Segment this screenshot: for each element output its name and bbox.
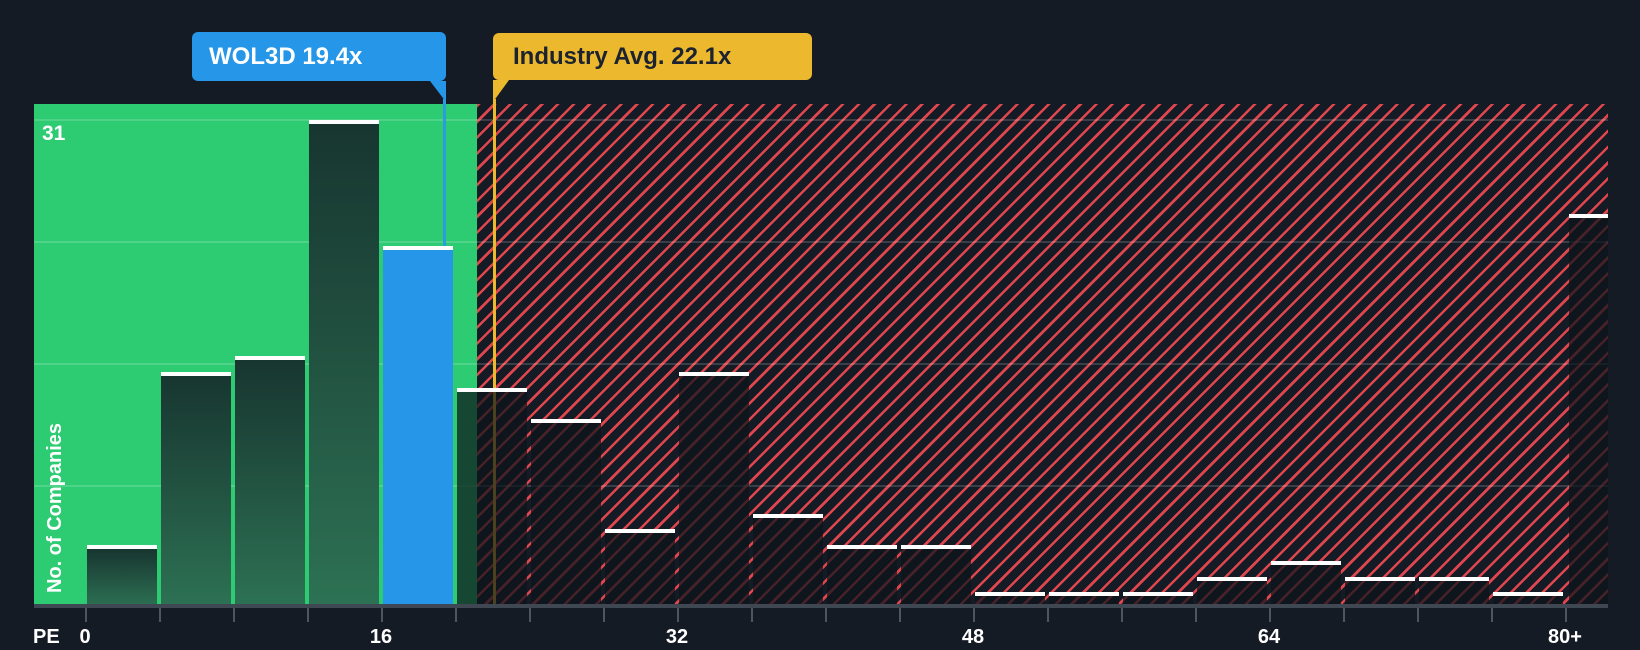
histogram-bar [1419, 576, 1489, 608]
x-axis-tick [529, 608, 531, 622]
y-max-label: 31 [42, 122, 66, 145]
x-axis-tick [603, 608, 605, 622]
histogram-bar [235, 356, 305, 608]
x-axis-tick [1121, 608, 1123, 622]
histogram-bar [1197, 576, 1267, 608]
histogram-bar [457, 387, 527, 608]
x-axis-tick [1047, 608, 1049, 622]
histogram-bar [87, 545, 157, 608]
histogram-bar [1271, 560, 1341, 608]
x-axis-tick [381, 608, 383, 622]
y-axis-title: No. of Companies [44, 422, 66, 593]
histogram-bar [901, 545, 971, 608]
x-axis-tick [677, 608, 679, 622]
x-tick-label: 64 [1257, 626, 1281, 648]
company-histogram-bar [383, 245, 453, 608]
x-axis-tick [973, 608, 975, 622]
gridline [34, 241, 1608, 243]
x-axis-tick [233, 608, 235, 622]
x-axis-tick [455, 608, 457, 622]
x-tick-label: 16 [369, 626, 393, 648]
histogram-bar [679, 371, 749, 608]
x-axis-tick [85, 608, 87, 622]
gridline [34, 485, 1608, 487]
company-marker-line [443, 99, 446, 246]
x-axis-tick [1565, 608, 1567, 622]
histogram-bar [1569, 214, 1608, 608]
overvalued-zone-hatch [477, 104, 1608, 608]
histogram-bar [753, 513, 823, 608]
histogram-bar [605, 529, 675, 608]
x-tick-label: 32 [665, 626, 689, 648]
histogram-bar [1345, 576, 1415, 608]
industry-avg-tooltip-label: Industry Avg. 22.1x [513, 42, 732, 70]
industry-avg-tooltip: Industry Avg. 22.1x [493, 33, 812, 102]
x-tick-label: 0 [79, 626, 91, 648]
x-axis-tick [1491, 608, 1493, 622]
company-tooltip: WOL3D 19.4x [192, 32, 446, 102]
x-axis-tick [825, 608, 827, 622]
x-axis-tick [1343, 608, 1345, 622]
x-tick-label: 48 [961, 626, 985, 648]
x-axis-tick [899, 608, 901, 622]
x-axis-baseline [34, 604, 1608, 608]
x-axis-tick [1417, 608, 1419, 622]
company-tooltip-label: WOL3D 19.4x [209, 42, 363, 70]
x-tick-label: 80+ [1548, 626, 1582, 648]
histogram-bar [309, 120, 379, 608]
x-axis-tick [307, 608, 309, 622]
histogram-bar [161, 371, 231, 608]
gridline [34, 363, 1608, 365]
x-axis-tick [751, 608, 753, 622]
x-axis-tick [1269, 608, 1271, 622]
x-axis-tick [159, 608, 161, 622]
histogram-bar [827, 545, 897, 608]
x-axis-title: PE [33, 626, 60, 648]
histogram-bar [531, 419, 601, 608]
x-axis-tick [1195, 608, 1197, 622]
gridline [34, 119, 1608, 121]
industry-avg-line [493, 99, 496, 604]
